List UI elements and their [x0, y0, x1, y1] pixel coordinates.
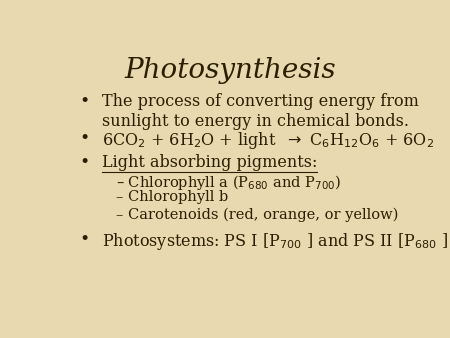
Text: •: •: [79, 231, 89, 247]
Text: 6CO$_2$ + 6H$_2$O + light  $\rightarrow$ C$_6$H$_{12}$O$_6$ + 6O$_2$: 6CO$_2$ + 6H$_2$O + light $\rightarrow$ …: [102, 130, 434, 151]
Text: Photosynthesis: Photosynthesis: [125, 57, 337, 84]
Text: Photosystems: PS I [P$_{700}$ ] and PS II [P$_{680}$ ]: Photosystems: PS I [P$_{700}$ ] and PS I…: [102, 231, 448, 251]
Text: The process of converting energy from
sunlight to energy in chemical bonds.: The process of converting energy from su…: [102, 93, 418, 130]
Text: •: •: [79, 154, 89, 171]
Text: •: •: [79, 93, 89, 110]
Text: Light absorbing pigments:: Light absorbing pigments:: [102, 154, 317, 171]
Text: •: •: [79, 130, 89, 147]
Text: – Carotenoids (red, orange, or yellow): – Carotenoids (red, orange, or yellow): [116, 207, 398, 221]
Text: – Chlorophyll a (P$_{680}$ and P$_{700}$): – Chlorophyll a (P$_{680}$ and P$_{700}$…: [116, 173, 341, 192]
Text: – Chlorophyll b: – Chlorophyll b: [116, 190, 228, 204]
